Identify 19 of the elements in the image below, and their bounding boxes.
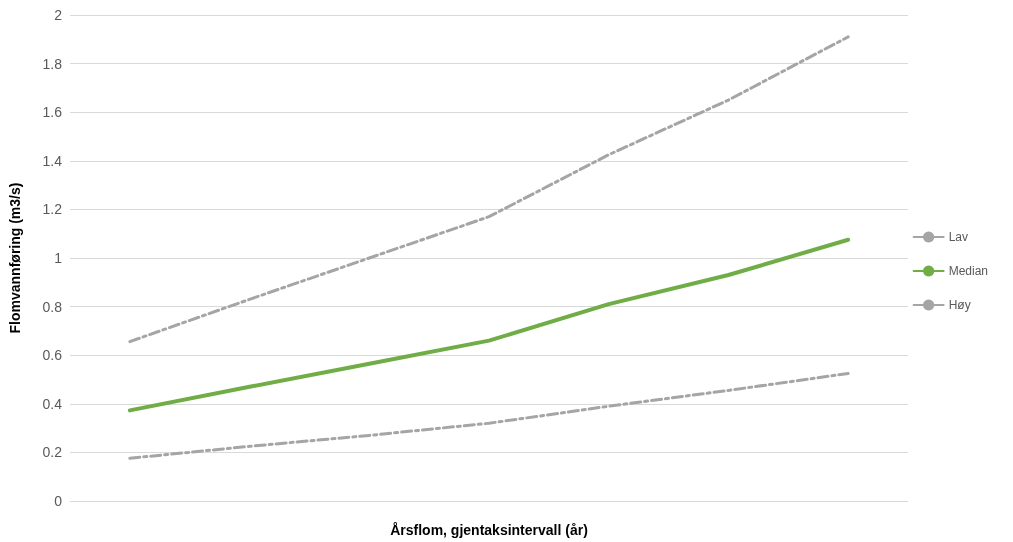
x-axis-title: Årsflom, gjentaksintervall (år) [390,522,588,538]
y-tick-label: 2 [54,7,63,23]
y-tick-label: 1.4 [42,152,63,169]
line-series [127,237,851,413]
y-axis-title: Flomvannføring (m3/s) [7,182,23,334]
y-tick-label: 1.2 [42,201,63,218]
y-tick-label: 0.8 [42,298,63,315]
y-tick-label: 0.2 [42,444,63,461]
y-tick-label: 1.8 [42,55,63,72]
y-tick-label: 0 [54,493,63,509]
y-tick-label: 1.6 [42,104,63,121]
y-tick-label: 0.6 [42,347,63,364]
y-tick-label: 0.4 [42,395,63,412]
legend-label: Lav [948,230,968,244]
line-series [128,35,850,344]
legend-label: Høy [948,298,971,312]
y-tick-label: 1 [54,250,63,266]
legend-label: Median [948,264,988,278]
line-series [128,371,850,460]
